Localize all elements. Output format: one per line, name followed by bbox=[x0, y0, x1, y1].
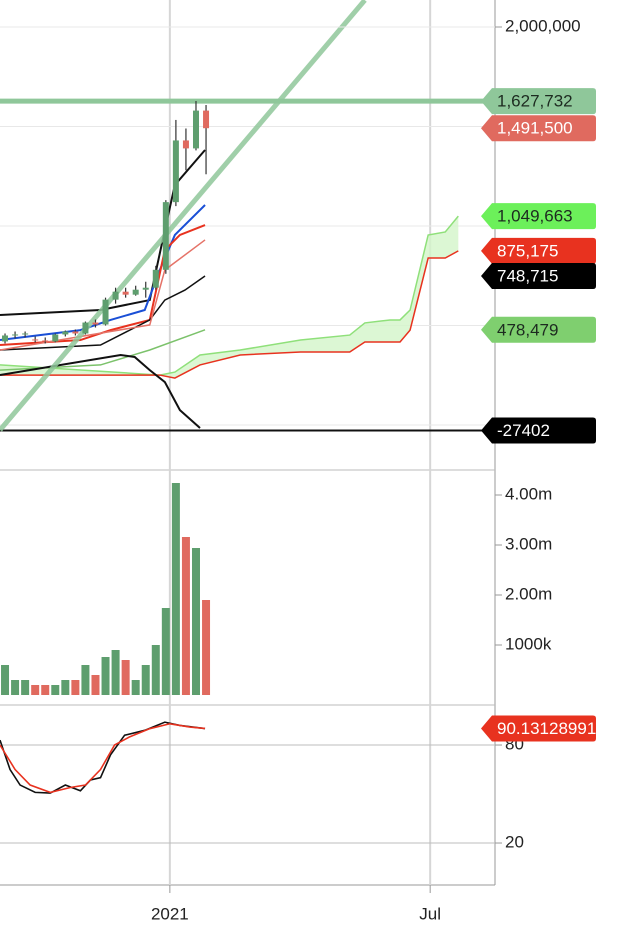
volume-bar bbox=[41, 685, 50, 695]
y-tick-label: 1000k bbox=[505, 634, 552, 653]
candle-body bbox=[12, 334, 19, 336]
candle-body bbox=[132, 289, 139, 295]
volume-bar bbox=[121, 660, 130, 695]
x-tick-label: 2021 bbox=[151, 904, 189, 923]
price-tag-label: 478,479 bbox=[497, 320, 558, 339]
y-tick-label: 20 bbox=[505, 833, 524, 852]
indicator-line bbox=[0, 224, 206, 347]
price-tag: 1,049,663 bbox=[481, 203, 596, 230]
indicator-line bbox=[0, 353, 201, 429]
volume-bar bbox=[31, 685, 40, 695]
y-tick-label: 4.00m bbox=[505, 484, 552, 503]
y-tick-label: 2.00m bbox=[505, 584, 552, 603]
price-tag: 478,479 bbox=[481, 316, 596, 343]
price-tag-box bbox=[481, 237, 596, 264]
candle-body bbox=[112, 291, 119, 300]
volume-bar bbox=[171, 483, 180, 695]
cloud-lower bbox=[0, 250, 459, 379]
candle-body bbox=[203, 110, 210, 129]
volume-bar bbox=[91, 675, 100, 695]
cloud-fill bbox=[0, 216, 459, 379]
volume-bar bbox=[101, 657, 110, 695]
price-tag-label: 875,175 bbox=[497, 241, 558, 260]
candle-body bbox=[142, 287, 149, 290]
price-tag: -27402 bbox=[481, 417, 596, 444]
x-tick-label: Jul bbox=[419, 904, 441, 923]
candle-body bbox=[52, 334, 59, 342]
volume-bar bbox=[81, 665, 90, 695]
cloud-upper bbox=[0, 215, 459, 376]
price-tag-label: 1,491,500 bbox=[497, 119, 573, 138]
price-tag-box bbox=[481, 715, 596, 742]
candle-body bbox=[22, 333, 29, 335]
y-tick-label: 2,000,000 bbox=[505, 16, 581, 35]
volume-bar bbox=[51, 685, 60, 695]
volume-bar bbox=[111, 650, 120, 695]
volume-bar bbox=[161, 608, 170, 695]
volume-bar bbox=[11, 680, 20, 695]
price-tag: 90.13128991 bbox=[481, 715, 596, 742]
candle-body bbox=[122, 291, 129, 295]
price-tag-label: -27402 bbox=[497, 421, 550, 440]
candle-body bbox=[42, 340, 49, 342]
price-tag-box bbox=[481, 88, 596, 115]
indicator-line bbox=[0, 0, 367, 432]
indicator-line bbox=[0, 204, 206, 342]
price-tag-label: 1,049,663 bbox=[497, 207, 573, 226]
candle-body bbox=[72, 331, 79, 334]
price-tag-label: 748,715 bbox=[497, 267, 558, 286]
volume-bar bbox=[21, 680, 30, 695]
price-tag-box bbox=[481, 316, 596, 343]
candle-body bbox=[62, 331, 69, 335]
candle-body bbox=[92, 322, 99, 325]
oscillator-line bbox=[0, 721, 206, 794]
candle-body bbox=[172, 140, 179, 203]
price-tag-label: 90.13128991 bbox=[497, 719, 596, 738]
indicator-line bbox=[0, 239, 206, 351]
volume-bar bbox=[181, 537, 190, 695]
candle-body bbox=[82, 322, 89, 334]
candle-body bbox=[2, 335, 9, 342]
candle-body bbox=[152, 269, 159, 288]
price-tag-box bbox=[481, 263, 596, 290]
volume-bar bbox=[131, 680, 140, 695]
candle-body bbox=[192, 110, 199, 149]
candle-body bbox=[162, 202, 169, 270]
candle-body bbox=[102, 299, 109, 325]
indicator-line bbox=[0, 149, 206, 316]
volume-bar bbox=[202, 600, 211, 695]
oscillator-line bbox=[0, 722, 206, 794]
price-tag: 875,175 bbox=[481, 237, 596, 264]
price-tag-box bbox=[481, 417, 596, 444]
candle-body bbox=[182, 140, 189, 149]
y-tick-label: 3.00m bbox=[505, 534, 552, 553]
volume-bar bbox=[151, 645, 160, 695]
price-tag: 1,491,500 bbox=[481, 115, 596, 142]
price-tag: 748,715 bbox=[481, 263, 596, 290]
candle-body bbox=[32, 339, 39, 341]
volume-bar bbox=[71, 680, 80, 695]
volume-bar bbox=[191, 548, 200, 695]
volume-bar bbox=[61, 680, 70, 695]
volume-bar bbox=[1, 665, 10, 695]
indicator-line bbox=[0, 275, 206, 351]
price-tag-box bbox=[481, 203, 596, 230]
price-tag: 1,627,732 bbox=[481, 88, 596, 115]
volume-bar bbox=[141, 665, 150, 695]
price-tag-label: 1,627,732 bbox=[497, 92, 573, 111]
price-tag-box bbox=[481, 115, 596, 142]
